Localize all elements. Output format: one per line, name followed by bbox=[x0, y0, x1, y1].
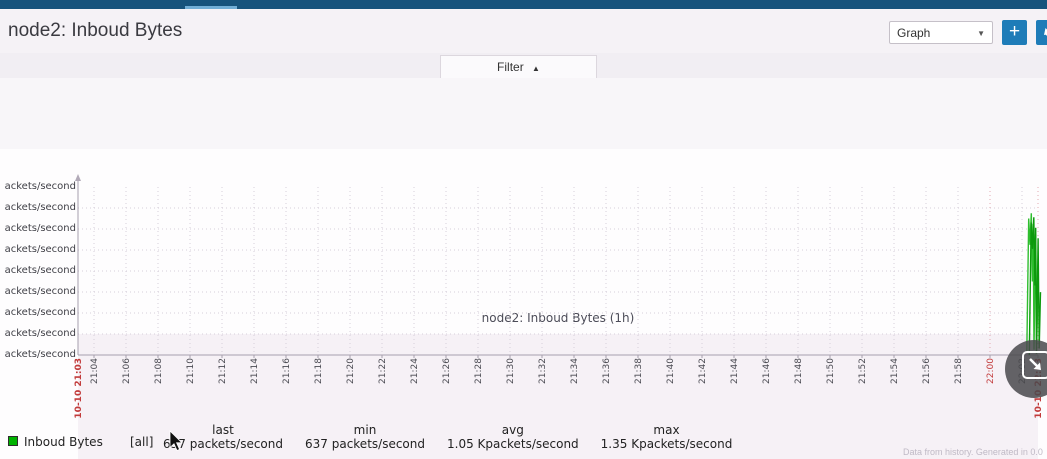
top-navbar[interactable] bbox=[0, 0, 1047, 9]
x-axis-label: 21:28 bbox=[474, 358, 484, 384]
x-axis-label: 10-10 21:03 bbox=[74, 358, 84, 419]
active-menu-indicator bbox=[185, 6, 237, 9]
y-axis-label: ackets/second bbox=[4, 202, 76, 213]
time-filter-panel: Zoom:5m15m30m1h2h3h6h12h1d3d7d14d1m3m6m1… bbox=[0, 78, 1047, 222]
x-axis-label: 21:44 bbox=[730, 358, 740, 384]
y-axis-label: ackets/second bbox=[4, 286, 76, 297]
x-axis-label: 21:38 bbox=[634, 358, 644, 384]
x-axis-label: 21:30 bbox=[506, 358, 516, 384]
chart-canvas bbox=[75, 174, 1042, 358]
generated-status-text: Data from history. Generated in 0.0 bbox=[903, 447, 1043, 457]
x-axis-label: 21:48 bbox=[794, 358, 804, 384]
plus-icon: + bbox=[1008, 21, 1021, 42]
x-axis-label: 21:36 bbox=[602, 358, 612, 384]
x-axis-label: 21:06 bbox=[122, 358, 132, 384]
x-axis-label: 21:12 bbox=[218, 358, 228, 384]
x-axis-label: 21:22 bbox=[378, 358, 388, 384]
x-axis-label: 21:14 bbox=[250, 358, 260, 384]
legend-stat-max: max 1.35 Kpackets/second bbox=[600, 423, 733, 451]
legend-stat-last: last 637 packets/second bbox=[163, 423, 283, 451]
x-axis-label: 21:26 bbox=[442, 358, 452, 384]
legend-color-swatch bbox=[8, 436, 18, 446]
x-axis-label: 21:54 bbox=[890, 358, 900, 384]
expand-corner-icon bbox=[1022, 351, 1047, 379]
x-axis-label: 21:40 bbox=[666, 358, 676, 384]
view-mode-select[interactable]: Graph ▼ bbox=[889, 21, 993, 44]
legend-stat-min: min 637 packets/second bbox=[305, 423, 425, 451]
compress-arrow-icon bbox=[1043, 28, 1047, 36]
x-axis-label: 21:50 bbox=[826, 358, 836, 384]
collapse-up-icon: ▲ bbox=[532, 64, 540, 73]
filter-tab-label: Filter bbox=[497, 60, 524, 74]
x-axis-label: 21:04 bbox=[90, 358, 100, 384]
screen-overlay-button[interactable] bbox=[1005, 340, 1047, 398]
y-axis-label: ackets/second bbox=[4, 265, 76, 276]
x-axis-label: 21:08 bbox=[154, 358, 164, 384]
x-axis-label: 21:34 bbox=[570, 358, 580, 384]
x-axis-label: 21:52 bbox=[858, 358, 868, 384]
chevron-down-icon: ▼ bbox=[977, 29, 985, 38]
y-axis-label: ackets/second bbox=[4, 328, 76, 339]
x-axis-label: 21:32 bbox=[538, 358, 548, 384]
y-axis-label: ackets/second bbox=[4, 244, 76, 255]
chart-title: node2: Inboud Bytes (1h) bbox=[481, 311, 635, 325]
y-axis-label: ackets/second bbox=[4, 349, 76, 360]
filter-toggle-tab[interactable]: Filter ▲ bbox=[440, 55, 597, 79]
y-axis-arrow-icon bbox=[75, 174, 81, 181]
x-axis-label: 21:16 bbox=[282, 358, 292, 384]
page-title: node2: Inboud Bytes bbox=[8, 20, 183, 41]
legend-stat-avg: avg 1.05 Kpackets/second bbox=[447, 423, 579, 451]
series-line-shadow bbox=[1028, 217, 1042, 356]
y-axis-label: ackets/second bbox=[4, 223, 76, 234]
x-axis-label: 21:10 bbox=[186, 358, 196, 384]
y-axis-label: ackets/second bbox=[4, 307, 76, 318]
y-axis-label: ackets/second bbox=[4, 181, 76, 192]
legend-stats: last 637 packets/second min 637 packets/sec… bbox=[152, 423, 743, 451]
view-mode-value: Graph bbox=[897, 26, 931, 40]
x-axis-label: 22:00 bbox=[986, 358, 996, 384]
x-axis-label: 21:46 bbox=[762, 358, 772, 384]
legend-scope: [all] bbox=[130, 435, 154, 449]
x-axis-label: 21:24 bbox=[410, 358, 420, 384]
x-axis-label: 21:56 bbox=[922, 358, 932, 384]
page-header: node2: Inboud Bytes Graph ▼ + bbox=[0, 9, 1047, 54]
kiosk-mode-button[interactable] bbox=[1036, 20, 1047, 45]
add-graph-button[interactable]: + bbox=[1002, 20, 1027, 45]
x-axis-label: 21:58 bbox=[954, 358, 964, 384]
legend-series-name: Inboud Bytes bbox=[24, 435, 103, 449]
x-axis-label: 21:18 bbox=[314, 358, 324, 384]
x-axis-label: 21:20 bbox=[346, 358, 356, 384]
x-axis-label: 21:42 bbox=[698, 358, 708, 384]
